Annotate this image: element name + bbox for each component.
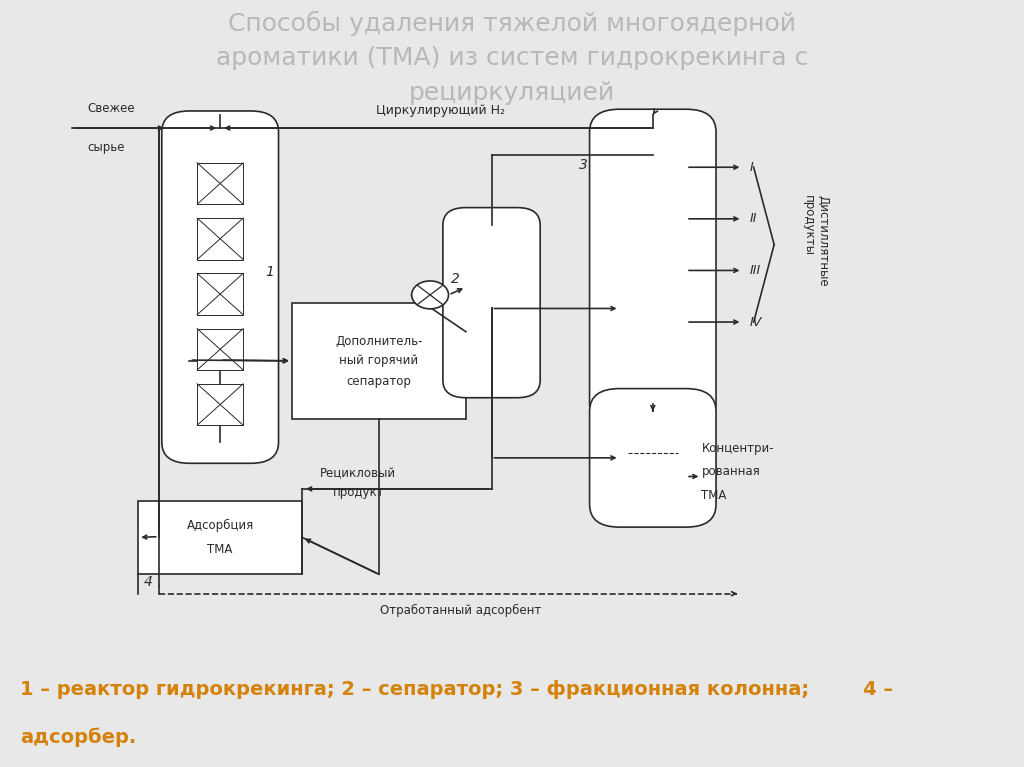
Text: 1 – реактор гидрокрекинга; 2 – сепаратор; 3 – фракционная колонна;        4 –: 1 – реактор гидрокрекинга; 2 – сепаратор… (20, 680, 894, 700)
Bar (138, 501, 302, 574)
Text: Дистиллятные
продукты: Дистиллятные продукты (802, 195, 829, 286)
Text: Циркулирующий H₂: Циркулирующий H₂ (376, 104, 505, 117)
Text: сепаратор: сепаратор (346, 375, 412, 388)
Bar (197, 273, 244, 314)
Text: Концентри-: Концентри- (701, 442, 774, 455)
Text: адсорбер.: адсорбер. (20, 727, 137, 747)
Text: Отработанный адсорбент: Отработанный адсорбент (380, 604, 542, 617)
Text: III: III (750, 264, 761, 277)
Text: II: II (750, 212, 757, 225)
Text: Рецикловый: Рецикловый (321, 467, 396, 480)
FancyBboxPatch shape (162, 111, 279, 463)
Text: рециркуляцией: рециркуляцией (409, 81, 615, 105)
Bar (197, 384, 244, 425)
FancyBboxPatch shape (590, 389, 716, 527)
Text: I: I (750, 161, 754, 174)
Text: Способы удаления тяжелой многоядерной: Способы удаления тяжелой многоядерной (228, 11, 796, 36)
FancyBboxPatch shape (590, 109, 716, 426)
Text: сырье: сырье (87, 141, 125, 154)
Circle shape (412, 281, 449, 309)
Text: 2: 2 (452, 272, 460, 286)
Bar (197, 218, 244, 259)
Text: ароматики (ТМА) из систем гидрокрекинга с: ароматики (ТМА) из систем гидрокрекинга … (216, 46, 808, 71)
Text: Свежее: Свежее (87, 102, 135, 115)
Text: IV: IV (750, 315, 762, 328)
Bar (197, 163, 244, 204)
Text: 1: 1 (265, 265, 273, 278)
Text: Дополнитель-: Дополнитель- (335, 335, 423, 348)
Text: рованная: рованная (701, 466, 760, 479)
Text: Адсорбция: Адсорбция (186, 519, 254, 532)
Text: ТМА: ТМА (701, 489, 727, 502)
Bar (292, 303, 466, 419)
Bar (197, 328, 244, 370)
Text: 4: 4 (144, 575, 153, 589)
Text: ТМА: ТМА (208, 542, 232, 555)
FancyBboxPatch shape (443, 208, 541, 398)
Text: 3: 3 (580, 157, 588, 172)
Text: ный горячий: ный горячий (339, 354, 419, 367)
Text: продукт: продукт (333, 486, 384, 499)
